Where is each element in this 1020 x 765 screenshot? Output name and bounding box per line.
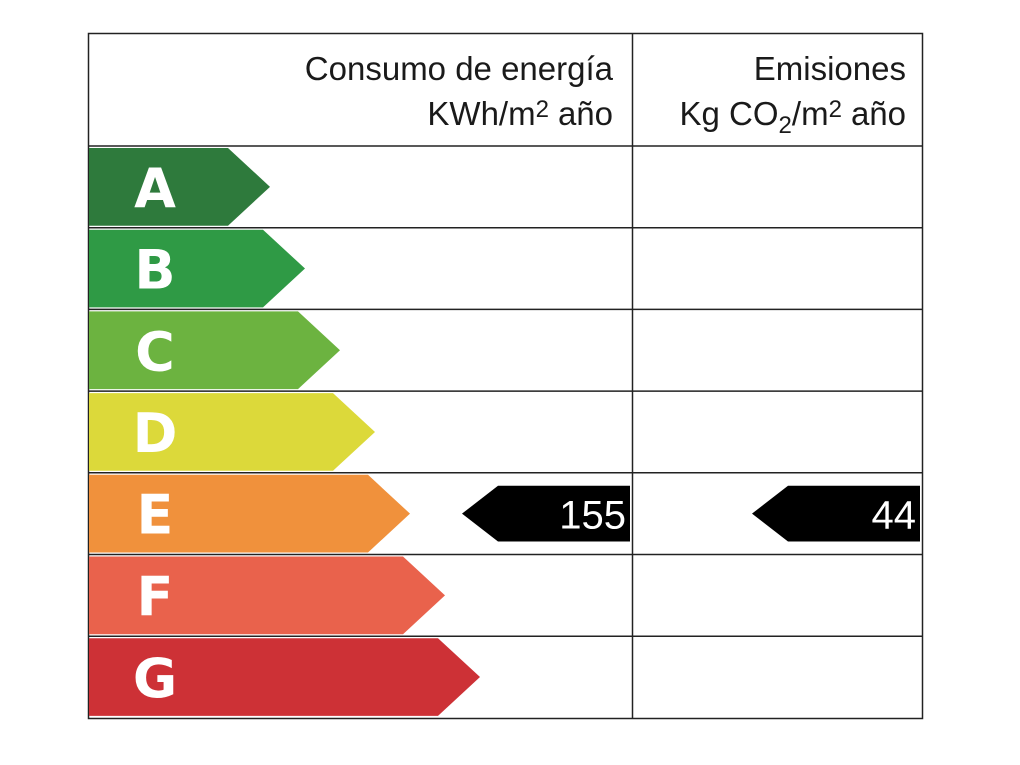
unit-part: año [851,95,906,132]
emissions-unit: Kg CO2/m2 año [680,95,907,139]
rating-arrow [89,474,410,553]
rating-letter: F [137,565,174,628]
rating-letter: B [134,239,175,302]
unit-part: año [558,95,613,132]
value-arrow [462,485,630,542]
unit-sup: 2 [829,96,842,123]
value-arrow [752,485,920,542]
rating-arrow [89,311,340,390]
rating-letter: D [133,402,178,465]
rating-arrow [89,393,375,471]
emissions-value: 44 [872,494,917,538]
unit-sup: 2 [536,96,549,123]
rating-arrow [89,229,305,308]
energy-unit: KWh/m2 año [427,95,613,132]
rating-letter: G [133,647,177,710]
rating-arrow [89,148,270,226]
rating-letter: A [134,157,176,220]
energy-title: Consumo de energía [305,50,614,87]
rating-letter: C [135,320,175,383]
rating-letter: E [137,484,174,547]
unit-part: /m [792,95,829,132]
rating-arrow [89,638,480,716]
unit-part: Kg CO [680,95,779,132]
rating-arrow [89,556,445,635]
frame [87,32,924,720]
unit-part: KWh/m [427,95,535,132]
unit-sub: 2 [779,112,792,139]
emissions-title: Emisiones [754,50,906,87]
energy-value: 155 [559,494,626,538]
